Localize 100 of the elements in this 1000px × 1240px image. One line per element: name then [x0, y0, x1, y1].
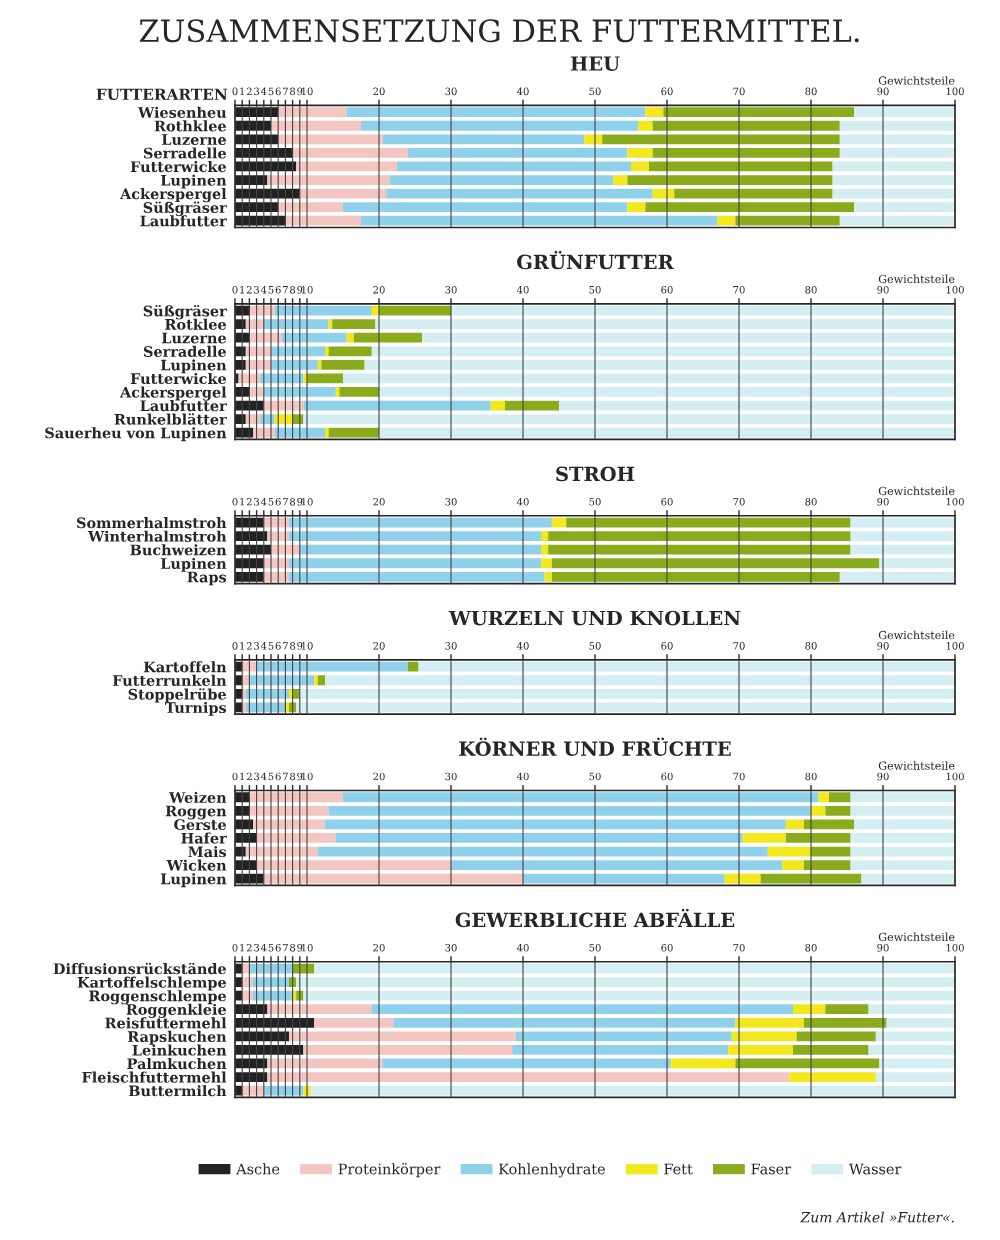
bar — [724, 873, 761, 884]
bar — [818, 792, 829, 803]
bar — [292, 148, 408, 158]
bar — [317, 675, 325, 686]
chart-title: STROH — [556, 466, 635, 482]
bar — [613, 175, 628, 185]
bar — [328, 427, 379, 438]
bar — [263, 319, 329, 330]
bar — [278, 202, 343, 213]
bar — [451, 305, 955, 316]
bar — [548, 531, 851, 541]
bar — [541, 531, 549, 541]
bar — [645, 202, 855, 213]
bar — [832, 188, 955, 199]
bar — [663, 107, 855, 118]
bar — [303, 400, 491, 411]
bar — [361, 215, 718, 226]
bar — [332, 319, 376, 330]
bar — [832, 175, 955, 185]
bar — [674, 188, 833, 199]
chart-subtitle: HEU — [570, 56, 620, 71]
bar — [343, 792, 819, 803]
bar — [364, 359, 955, 370]
bar — [631, 161, 649, 172]
bar — [325, 819, 786, 830]
bar — [850, 860, 955, 870]
bar — [267, 1072, 790, 1082]
bar — [652, 148, 840, 158]
bar — [328, 805, 811, 816]
bar — [584, 134, 603, 145]
bar — [379, 387, 955, 397]
bar — [256, 860, 451, 870]
bar — [627, 202, 646, 213]
bar — [735, 215, 840, 226]
bar — [289, 571, 545, 582]
bar — [839, 215, 955, 226]
bar — [289, 531, 541, 541]
bar — [861, 873, 955, 884]
bar — [839, 571, 955, 582]
bar — [850, 531, 955, 541]
bar — [850, 833, 955, 843]
bar — [839, 148, 955, 158]
bar — [310, 1085, 955, 1096]
bar — [875, 1072, 955, 1082]
bar — [868, 1045, 955, 1055]
chart-title: ZUSAMMENSETZUNG DER FUTTERMITTEL. — [139, 19, 859, 43]
bar — [627, 148, 653, 158]
bar — [451, 860, 783, 870]
bar — [371, 1004, 793, 1015]
bar — [735, 1058, 880, 1069]
bar — [314, 963, 955, 974]
bar — [303, 414, 955, 424]
chart-title: KÖRNER UND FRÜCHTE — [459, 737, 731, 756]
chart-title: GRÜNFUTTER — [517, 250, 674, 270]
bar — [267, 1004, 372, 1015]
bar — [793, 1004, 826, 1015]
bar — [263, 387, 336, 397]
bar — [375, 319, 955, 330]
bar — [559, 400, 955, 411]
bar — [638, 120, 653, 131]
bar — [728, 1045, 793, 1055]
bar — [825, 805, 851, 816]
bar — [339, 387, 379, 397]
bar — [523, 873, 725, 884]
bar — [382, 1058, 671, 1069]
bar — [512, 1045, 729, 1055]
bar — [389, 175, 613, 185]
bar — [249, 792, 343, 803]
bar — [551, 571, 840, 582]
bar — [303, 1045, 513, 1055]
bar — [803, 860, 851, 870]
bar — [854, 819, 955, 830]
bar — [782, 860, 804, 870]
bar — [627, 175, 833, 185]
bar — [346, 107, 646, 118]
bar — [789, 1072, 876, 1082]
bar — [278, 107, 347, 118]
bar — [346, 332, 354, 343]
bar — [379, 305, 451, 316]
bar — [829, 792, 851, 803]
bar — [785, 833, 851, 843]
bar — [343, 202, 628, 213]
bar — [825, 1004, 869, 1015]
bar — [321, 359, 365, 370]
bar — [854, 107, 955, 118]
bar — [670, 1058, 736, 1069]
chart-title: GEWERBLICHE ABFÄLLE — [455, 908, 735, 928]
bar — [767, 846, 811, 857]
bar — [379, 427, 955, 438]
bar — [296, 977, 955, 987]
chart-title: WURZELN UND KNOLLEN — [448, 610, 741, 626]
bar — [785, 819, 804, 830]
bar — [850, 805, 955, 816]
bar — [256, 833, 336, 843]
bar — [397, 161, 631, 172]
bar — [566, 517, 851, 528]
bar — [544, 571, 552, 582]
bar — [407, 148, 628, 158]
bar — [285, 215, 361, 226]
bar — [335, 833, 743, 843]
